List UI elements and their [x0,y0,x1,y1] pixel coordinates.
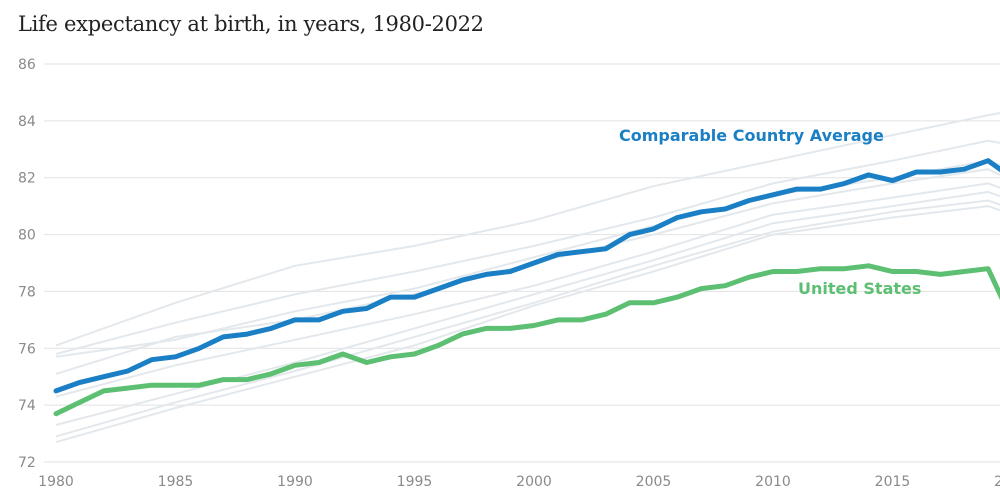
comparison-country-line [55,182,1000,398]
y-tick-label: 80 [18,228,36,244]
y-tick-label: 78 [18,284,36,300]
x-tick-label: 2010 [755,474,791,490]
x-tick-label: 1980 [38,474,74,490]
x-tick-label: 2020 [994,474,1000,490]
comparison-country-line [55,199,1000,438]
x-tick-label: 2000 [516,474,552,490]
united-states-line [53,263,1000,417]
series-label-comparable: Comparable Country Average [619,126,884,145]
series-label-us: United States [798,279,921,298]
y-tick-label: 84 [18,114,36,130]
x-tick-label: 1985 [158,474,194,490]
x-tick-label: 1990 [277,474,313,490]
x-tick-label: 2005 [636,474,672,490]
y-tick-label: 86 [18,57,36,73]
y-tick-label: 82 [18,171,36,187]
x-tick-label: 2015 [875,474,911,490]
comparison-country-line [55,139,1000,355]
y-tick-label: 72 [18,455,36,471]
comparison-country-line [55,168,1000,375]
y-tick-label: 76 [18,341,36,357]
comparison-country-line [55,112,1000,347]
y-tick-label: 74 [18,398,36,414]
comparison-country-line [55,205,1000,444]
comparison-country-line [55,159,1000,358]
x-tick-label: 1995 [397,474,433,490]
comparable-average-line [53,158,1000,394]
chart-title: Life expectancy at birth, in years, 1980… [18,12,484,36]
